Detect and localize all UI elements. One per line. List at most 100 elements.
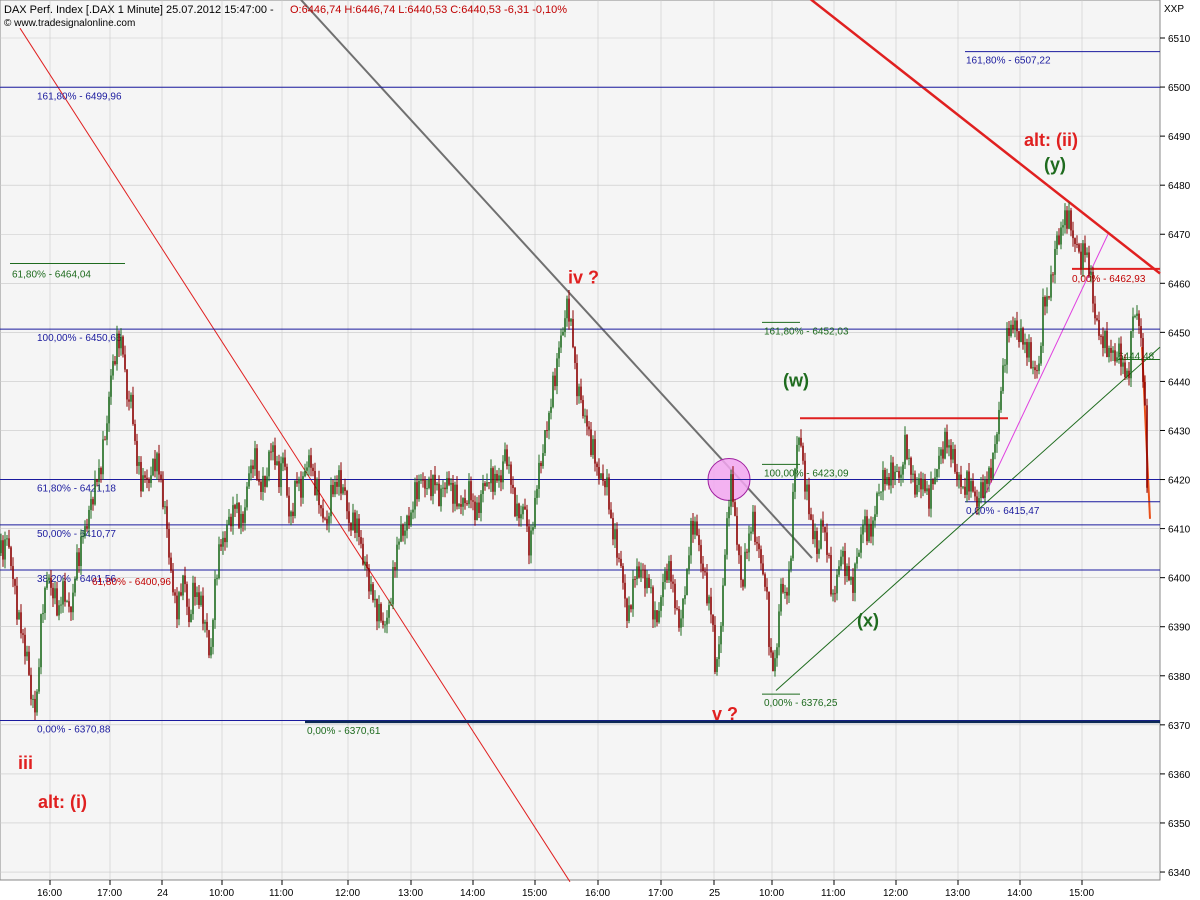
candle-body bbox=[232, 505, 234, 527]
candle-body bbox=[380, 604, 382, 621]
candle-body bbox=[10, 547, 12, 567]
candle-body bbox=[924, 479, 926, 492]
candle-body bbox=[1118, 343, 1120, 358]
candle-body bbox=[666, 571, 668, 581]
x-tick-label: 12:00 bbox=[335, 888, 360, 899]
candle-body bbox=[348, 511, 350, 523]
candle-body bbox=[134, 424, 136, 441]
candle-body bbox=[674, 583, 676, 609]
candle-body bbox=[234, 505, 236, 509]
candle-body bbox=[688, 555, 690, 570]
candle-body bbox=[100, 468, 102, 475]
candle-body bbox=[302, 476, 304, 498]
candle-body bbox=[60, 604, 62, 606]
y-tick-label: 6430 bbox=[1168, 426, 1191, 437]
candle-body bbox=[748, 533, 750, 553]
candle-body bbox=[376, 598, 378, 622]
candle-body bbox=[900, 474, 902, 478]
wave-label: (y) bbox=[1044, 154, 1066, 174]
candle-body bbox=[610, 509, 612, 519]
candle-body bbox=[176, 595, 178, 620]
candle-body bbox=[330, 484, 332, 517]
candle-body bbox=[872, 520, 874, 537]
candle-body bbox=[366, 561, 368, 569]
candle-body bbox=[394, 567, 396, 570]
candle-body bbox=[850, 576, 852, 581]
wave-label: (w) bbox=[783, 370, 809, 390]
candle-body bbox=[336, 481, 338, 487]
fib-label: 61,80% - 6421,18 bbox=[37, 484, 116, 495]
candle-body bbox=[80, 536, 82, 567]
candle-body bbox=[172, 570, 174, 593]
candle-body bbox=[966, 471, 968, 495]
candle-body bbox=[1030, 342, 1032, 369]
candle-body bbox=[334, 481, 336, 495]
candle-body bbox=[130, 394, 132, 402]
candle-body bbox=[978, 498, 980, 507]
candle-body bbox=[890, 462, 892, 486]
candle-body bbox=[1008, 328, 1010, 336]
candle-body bbox=[14, 579, 16, 586]
candle-body bbox=[74, 578, 76, 593]
candle-body bbox=[668, 561, 670, 581]
candle-body bbox=[452, 482, 454, 504]
candle-body bbox=[908, 457, 910, 459]
candle-body bbox=[860, 534, 862, 553]
green-level-label: 61,80% - 6464,04 bbox=[12, 269, 91, 280]
candle-body bbox=[762, 563, 764, 575]
candle-body bbox=[624, 582, 626, 599]
candle-body bbox=[158, 453, 160, 475]
candle-body bbox=[50, 577, 52, 588]
candle-body bbox=[960, 474, 962, 487]
candle-body bbox=[948, 445, 950, 448]
candle-body bbox=[320, 505, 322, 509]
candle-body bbox=[140, 461, 142, 492]
candle-body bbox=[388, 605, 390, 618]
candle-body bbox=[560, 335, 562, 348]
candle-body bbox=[1134, 315, 1136, 317]
candle-body bbox=[90, 499, 92, 510]
candle-body bbox=[1052, 274, 1054, 276]
candle-body bbox=[92, 499, 94, 505]
x-tick-label: 14:00 bbox=[1007, 888, 1032, 899]
candle-body bbox=[106, 423, 108, 440]
candle-body bbox=[460, 504, 462, 507]
candle-body bbox=[476, 502, 478, 521]
candle-body bbox=[760, 549, 762, 564]
candle-body bbox=[488, 482, 490, 484]
candle-body bbox=[928, 488, 930, 509]
candle-body bbox=[314, 470, 316, 496]
candle-body bbox=[96, 479, 98, 482]
candle-body bbox=[992, 452, 994, 479]
candle-body bbox=[834, 593, 836, 595]
candle-body bbox=[706, 572, 708, 604]
candle-body bbox=[1110, 347, 1112, 353]
candle-body bbox=[914, 473, 916, 495]
candle-body bbox=[1060, 227, 1062, 245]
candle-body bbox=[378, 604, 380, 622]
candle-body bbox=[1108, 347, 1110, 358]
candle-body bbox=[660, 597, 662, 611]
y-tick-label: 6410 bbox=[1168, 525, 1191, 536]
candle-body bbox=[1132, 316, 1134, 332]
candle-body bbox=[1014, 320, 1016, 330]
candle-body bbox=[132, 394, 134, 425]
candle-body bbox=[1116, 357, 1118, 362]
green-level-label: 161,80% - 6452,03 bbox=[764, 326, 849, 337]
candle-body bbox=[628, 605, 630, 621]
candle-body bbox=[990, 467, 992, 479]
candle-body bbox=[662, 582, 664, 598]
candle-body bbox=[18, 612, 20, 620]
candle-body bbox=[648, 577, 650, 588]
candle-body bbox=[528, 526, 530, 556]
candle-body bbox=[752, 511, 754, 532]
candle-body bbox=[516, 503, 518, 517]
candle-body bbox=[802, 445, 804, 461]
candle-body bbox=[710, 596, 712, 615]
candle-body bbox=[814, 531, 816, 540]
candle-body bbox=[62, 581, 64, 605]
candle-body bbox=[582, 400, 584, 417]
candle-body bbox=[272, 445, 274, 453]
candle-body bbox=[1106, 330, 1108, 358]
candle-body bbox=[698, 535, 700, 546]
